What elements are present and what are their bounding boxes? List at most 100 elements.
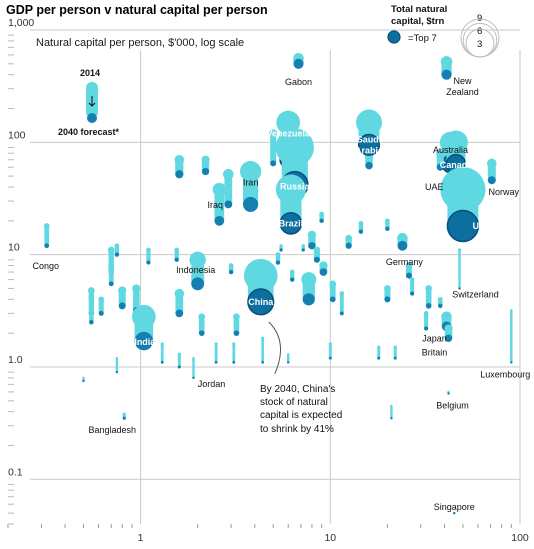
other-country-2040-bubble <box>390 416 393 420</box>
other-country-2040-bubble <box>232 360 236 364</box>
other-country-trail <box>82 377 85 382</box>
other-country-trail <box>275 254 281 263</box>
other-country-2040-bubble <box>115 370 119 374</box>
other-country-trail <box>405 265 413 276</box>
other-country-trail <box>146 250 151 263</box>
other-country-trail <box>390 405 393 419</box>
other-country-2040-bubble <box>377 356 381 360</box>
country-label: Iran <box>243 177 259 187</box>
country-congo-2040-bubble <box>44 243 50 249</box>
legend-size-circle <box>465 28 495 58</box>
other-country-2040-bubble <box>365 161 373 170</box>
other-country-trail <box>393 347 397 359</box>
size-legend: Total natural capital, $trn =Top 7 9 6 3 <box>387 4 500 58</box>
country-iran-2040-bubble <box>243 196 259 212</box>
country-bangladesh-2040-bubble <box>122 416 126 420</box>
country-switzerland-2040-bubble <box>458 287 461 290</box>
other-country-trail <box>424 313 429 329</box>
other-country-2040-bubble <box>287 361 290 364</box>
other-country-trail <box>133 288 140 311</box>
other-country-2040-bubble <box>177 365 181 369</box>
country-label: Zealand <box>446 87 479 97</box>
annotation-line4: to shrink by 41% <box>260 424 334 435</box>
country-label: US <box>473 221 486 231</box>
annotation-line2: stock of natural <box>260 397 328 408</box>
other-country-trail <box>410 279 415 294</box>
other-country-trail <box>174 250 179 260</box>
x-tick-label: 100 <box>511 532 529 544</box>
other-country-2040-bubble <box>175 170 184 179</box>
other-country-2040-bubble <box>339 311 344 316</box>
country-iraq-trail <box>214 189 225 221</box>
country-jordan-trail <box>192 358 195 378</box>
key-2040-bubble <box>87 113 97 123</box>
other-country-trail <box>108 265 114 284</box>
other-country-2040-bubble <box>385 226 390 231</box>
country-label: Canada <box>440 160 474 170</box>
other-country-trail <box>385 220 390 229</box>
country-label: Brazil <box>279 218 304 228</box>
key-2040-label: 2040 forecast* <box>58 127 120 137</box>
other-country-2040-bubble <box>261 361 264 364</box>
other-country-trail <box>425 288 432 306</box>
country-us-2040-bubble <box>446 209 480 243</box>
country-label: Switzerland <box>452 289 499 299</box>
other-country-trail <box>118 290 126 306</box>
country-uae-trail <box>436 153 444 168</box>
other-country-trail <box>365 156 373 166</box>
country-label: UAE <box>425 182 444 192</box>
other-country-2040-bubble <box>410 291 415 296</box>
country-label: India <box>134 337 156 347</box>
legend-title-line1: Total natural <box>391 4 447 15</box>
other-country-trail <box>358 223 364 232</box>
country-switzerland-trail <box>458 250 461 289</box>
other-country-2040-bubble <box>98 310 104 316</box>
other-country-trail <box>201 159 210 172</box>
country-label: Russia <box>280 182 311 192</box>
other-country-2040-bubble <box>118 302 126 310</box>
y-tick-label: 1,000 <box>8 17 34 29</box>
other-country-2040-bubble <box>358 229 364 234</box>
other-country-trail <box>339 293 344 314</box>
country-indonesia-2040-bubble <box>191 277 205 291</box>
country-label: Singapore <box>434 502 475 512</box>
country-brazil-2040-bubble <box>279 211 303 235</box>
other-country-2040-bubble <box>308 242 316 250</box>
other-country-2040-bubble <box>384 296 391 303</box>
other-country-2040-bubble <box>393 356 397 360</box>
legend-top7-swatch <box>387 30 401 44</box>
other-country-trail <box>224 174 233 205</box>
other-country-2040-bubble <box>174 257 179 262</box>
country-gabon-2040-bubble <box>293 58 304 69</box>
other-country-2040-bubble <box>233 330 240 336</box>
other-country-2040-bubble <box>160 360 164 364</box>
country-luxembourg-2040-bubble <box>510 361 513 364</box>
other-country-trail <box>233 316 240 334</box>
other-country-2040-bubble <box>329 296 336 303</box>
country-label: Venezuela <box>266 129 311 139</box>
other-country-trail <box>279 245 283 251</box>
other-country-trail <box>319 214 324 221</box>
other-country-trail <box>214 344 218 363</box>
other-country-2040-bubble <box>198 330 205 336</box>
other-country-2040-bubble <box>425 303 432 309</box>
other-country-trail <box>301 245 305 251</box>
key-arrow <box>88 96 96 107</box>
country-norway-trail <box>487 163 496 181</box>
other-country-trail <box>345 238 352 246</box>
other-country-2040-bubble <box>319 268 328 276</box>
other-country-trail <box>175 293 184 314</box>
other-country-trail <box>98 299 104 314</box>
other-country-2040-bubble <box>224 200 233 209</box>
country-bubbles <box>43 52 513 515</box>
country-label: Germany <box>386 257 424 267</box>
country-germany-2040-bubble <box>397 240 408 251</box>
other-country-2040-bubble <box>275 260 281 265</box>
chart-title: GDP per person v natural capital per per… <box>6 3 268 17</box>
other-country-2040-bubble <box>301 248 305 252</box>
country-bangladesh-trail <box>122 414 126 419</box>
other-country-trail <box>384 288 391 300</box>
annotation-leader <box>268 321 281 375</box>
country-jordan-2040-bubble <box>192 376 195 380</box>
